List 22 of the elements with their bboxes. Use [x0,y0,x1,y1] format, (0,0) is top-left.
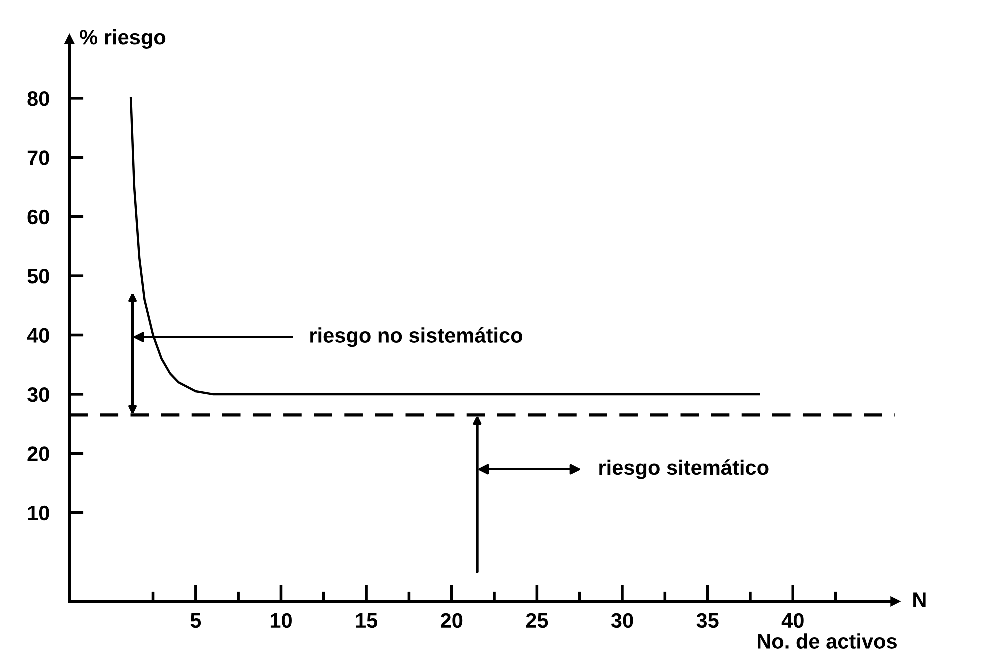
annotation: riesgo sitemático [600,460,769,480]
y-tick-label: 10 [28,506,50,521]
x-tick-label: 40 [782,613,804,628]
y-tick-label: 50 [28,269,50,284]
x-axis-title: No. de activos [758,634,898,649]
x-tick-label: 10 [270,613,292,628]
y-tick-label: 60 [28,210,50,225]
x-tick-label: 20 [441,613,463,628]
annotation: riesgo no sistemático [310,327,523,348]
y-tick-label: 30 [28,387,50,402]
line-series [130,97,760,396]
x-tick-label: 30 [611,613,634,628]
x-tick-label: 15 [356,614,378,628]
y-tick-label: 80 [28,91,50,106]
y-tick-label: 40 [27,328,50,344]
y-tick-label: 20 [28,446,50,462]
y-axis-title: % riesgo [80,29,166,49]
x-tick-label: 25 [526,613,548,628]
y-tick-label: 70 [28,150,50,166]
x-tick-label: 5 [190,614,202,628]
text: N [914,592,926,608]
x-tick-label: 35 [696,613,719,628]
